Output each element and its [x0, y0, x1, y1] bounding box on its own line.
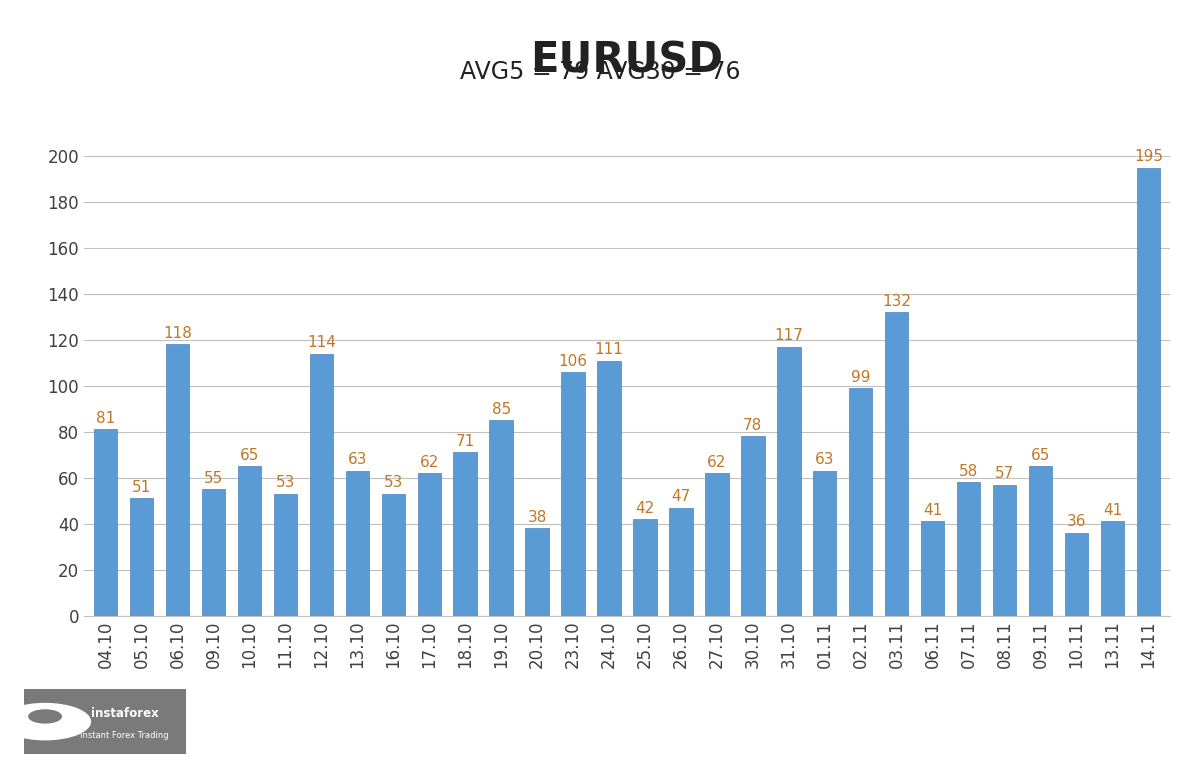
Text: 55: 55	[204, 470, 223, 486]
Bar	[886, 312, 908, 616]
Text: 63: 63	[348, 452, 367, 467]
Bar	[1064, 533, 1088, 616]
Bar	[202, 489, 226, 616]
Bar	[1136, 167, 1160, 616]
Text: 132: 132	[882, 294, 911, 309]
Bar	[634, 519, 656, 616]
Text: 117: 117	[774, 328, 803, 344]
Text: 58: 58	[959, 464, 978, 479]
Bar	[562, 372, 584, 616]
Bar	[814, 471, 836, 616]
Text: 195: 195	[1134, 149, 1163, 164]
Bar	[418, 473, 440, 616]
Text: 53: 53	[276, 475, 295, 490]
Bar	[778, 347, 800, 616]
Text: 41: 41	[1103, 503, 1122, 518]
Text: 47: 47	[671, 489, 690, 504]
Bar	[1028, 466, 1052, 616]
Text: 62: 62	[707, 454, 726, 470]
Text: 71: 71	[456, 434, 475, 449]
Text: 53: 53	[384, 475, 403, 490]
Text: instaforex: instaforex	[90, 708, 158, 720]
Text: 41: 41	[923, 503, 942, 518]
Text: 111: 111	[594, 342, 624, 357]
Bar	[526, 528, 548, 616]
Text: 57: 57	[995, 466, 1014, 481]
Bar	[920, 521, 944, 616]
Bar	[166, 344, 190, 616]
Bar	[310, 353, 334, 616]
Bar	[1100, 521, 1124, 616]
Text: 85: 85	[492, 402, 511, 416]
Text: 99: 99	[851, 369, 870, 385]
Bar	[850, 388, 872, 616]
Bar	[706, 473, 728, 616]
Bar	[956, 483, 980, 616]
Bar	[454, 452, 476, 616]
Text: 62: 62	[420, 454, 439, 470]
Text: 114: 114	[307, 335, 336, 350]
Text: 51: 51	[132, 480, 151, 495]
Text: 36: 36	[1067, 515, 1086, 530]
Text: Instant Forex Trading: Instant Forex Trading	[80, 731, 169, 740]
Text: 65: 65	[1031, 448, 1050, 463]
Text: 65: 65	[240, 448, 259, 463]
Text: 42: 42	[635, 501, 655, 515]
Bar	[992, 485, 1016, 616]
Text: 118: 118	[163, 326, 192, 341]
Text: 63: 63	[815, 452, 834, 467]
Bar	[670, 508, 692, 616]
Bar	[238, 466, 262, 616]
Text: 78: 78	[743, 418, 762, 433]
Circle shape	[29, 710, 61, 723]
Bar	[130, 499, 154, 616]
Bar	[274, 494, 298, 616]
Bar	[742, 436, 764, 616]
Bar	[382, 494, 404, 616]
Bar	[346, 471, 368, 616]
Text: 38: 38	[528, 510, 547, 525]
Text: 106: 106	[558, 353, 588, 369]
Title: EURUSD: EURUSD	[530, 40, 724, 82]
Bar	[598, 360, 620, 616]
Circle shape	[0, 704, 90, 739]
Bar	[490, 420, 512, 616]
Text: AVG5 = 79 AVG30 = 76: AVG5 = 79 AVG30 = 76	[460, 60, 740, 84]
Text: 81: 81	[96, 411, 115, 426]
Bar	[94, 429, 118, 616]
